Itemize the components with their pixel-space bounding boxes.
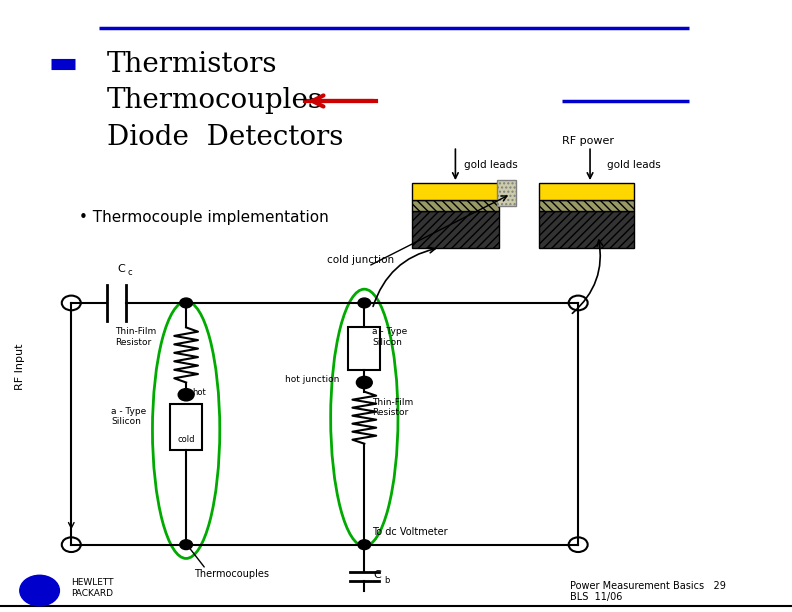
Circle shape bbox=[178, 389, 194, 401]
Text: RF power: RF power bbox=[562, 136, 615, 146]
Text: cold: cold bbox=[177, 435, 195, 444]
Text: PACKARD: PACKARD bbox=[71, 589, 113, 598]
Text: hp: hp bbox=[32, 586, 48, 595]
Text: hot junction: hot junction bbox=[285, 375, 340, 384]
Text: hot: hot bbox=[192, 389, 206, 397]
Bar bbox=[539, 183, 634, 200]
Text: c: c bbox=[128, 269, 132, 277]
Circle shape bbox=[20, 575, 59, 606]
Text: C: C bbox=[374, 570, 382, 580]
Bar bbox=[539, 211, 634, 248]
Text: RF Input: RF Input bbox=[15, 344, 25, 390]
Circle shape bbox=[180, 540, 192, 550]
Circle shape bbox=[358, 540, 371, 550]
Text: gold leads: gold leads bbox=[607, 160, 661, 170]
Circle shape bbox=[180, 298, 192, 308]
Text: BLS  11/06: BLS 11/06 bbox=[570, 592, 623, 602]
Bar bbox=[497, 180, 516, 206]
Text: Power Measurement Basics   29: Power Measurement Basics 29 bbox=[570, 581, 726, 591]
Circle shape bbox=[358, 298, 371, 308]
Bar bbox=[412, 211, 499, 248]
Text: Thermistors: Thermistors bbox=[107, 51, 277, 78]
Bar bbox=[170, 404, 202, 450]
Bar bbox=[412, 183, 499, 200]
Text: Thermocouples: Thermocouples bbox=[107, 88, 323, 114]
Text: HEWLETT: HEWLETT bbox=[71, 578, 114, 587]
Bar bbox=[348, 327, 380, 370]
Text: Thermocouples: Thermocouples bbox=[194, 569, 269, 579]
Text: Diode  Detectors: Diode Detectors bbox=[107, 124, 343, 151]
Circle shape bbox=[356, 376, 372, 389]
Text: b: b bbox=[384, 576, 390, 584]
Text: gold leads: gold leads bbox=[464, 160, 518, 170]
Text: C: C bbox=[117, 264, 125, 274]
Text: a - Type
Silicon: a - Type Silicon bbox=[372, 327, 408, 347]
Text: • Thermocouple implementation: • Thermocouple implementation bbox=[79, 210, 329, 225]
Text: a - Type
Silicon: a - Type Silicon bbox=[111, 407, 147, 427]
Text: Thin-Film
Resistor: Thin-Film Resistor bbox=[115, 327, 156, 347]
Text: cold junction: cold junction bbox=[327, 255, 394, 265]
Bar bbox=[539, 200, 634, 211]
Bar bbox=[412, 200, 499, 211]
Text: Thin-Film
Resistor: Thin-Film Resistor bbox=[372, 398, 413, 417]
Text: To dc Voltmeter: To dc Voltmeter bbox=[372, 528, 447, 537]
